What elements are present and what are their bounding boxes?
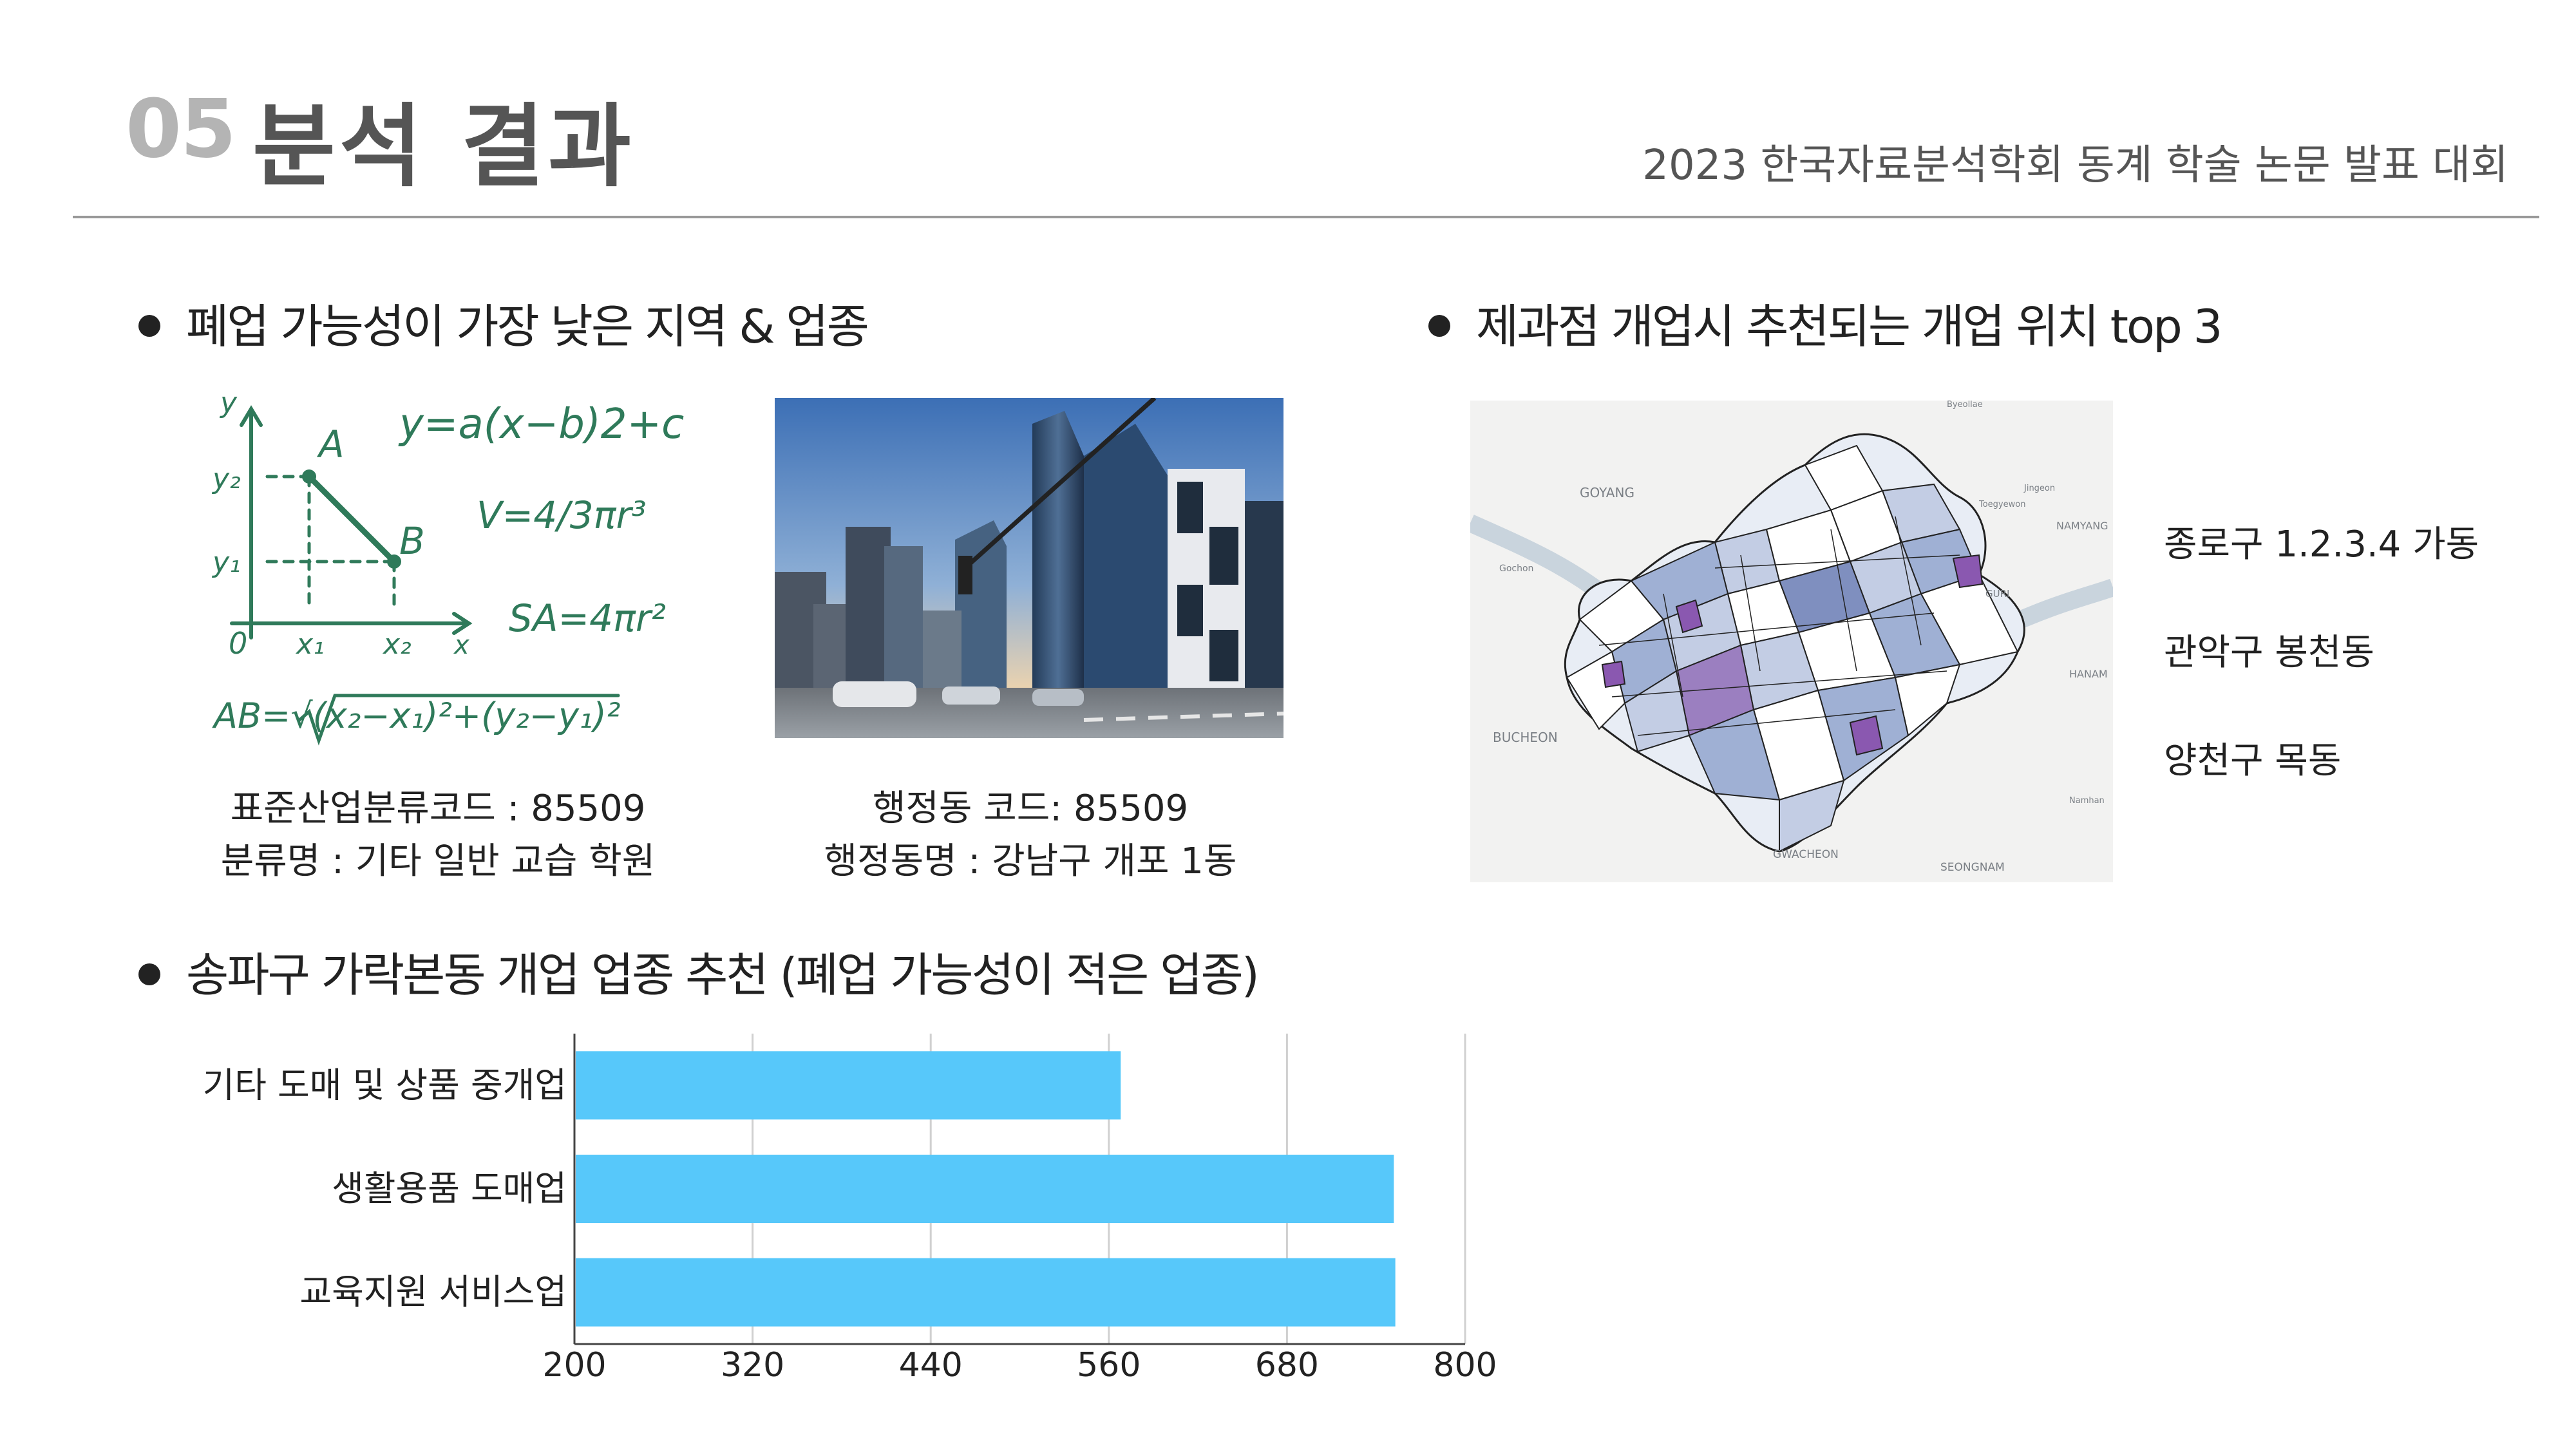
category-label: 기타 도매 및 상품 중개업: [203, 1065, 567, 1105]
map-label-gochon: Gochon: [1499, 564, 1533, 574]
building-photo: [775, 398, 1283, 738]
map-label-hanam: HANAM: [2069, 668, 2108, 680]
industry-name-caption: 분류명 : 기타 일반 교습 학원: [220, 840, 656, 882]
industry-code-caption: 표준산업분류코드 : 85509: [230, 788, 646, 829]
map-label-namyang: NAMYANG: [2056, 520, 2108, 532]
header-divider: [73, 216, 2539, 218]
location-1: 종로구 1.2.3.4 가동: [2164, 524, 2479, 565]
location-2: 관악구 봉천동: [2164, 632, 2374, 674]
x2-label: x₂: [382, 628, 412, 661]
surface-area-formula: SA=4πr²: [509, 596, 666, 640]
category-label: 교육지원 서비스업: [299, 1272, 567, 1312]
volume-formula: V=4/3πr³: [477, 493, 647, 537]
map-label-toegyewon: Toegyewon: [1978, 500, 2025, 509]
point-a-label: A: [316, 422, 345, 466]
section-heading-bakery-location: 제과점 개업시 추천되는 개업 위치 top 3: [1428, 289, 2222, 356]
map-label-bucheon: BUCHEON: [1493, 730, 1558, 745]
map-label-seongnam: SEONGNAM: [1940, 861, 2005, 874]
distance-formula: AB=√(x₂−x₁)²+(y₂−y₁)²: [212, 696, 620, 736]
section-heading-lowest-closure: 폐업 가능성이 가장 낮은 지역 & 업종: [138, 289, 869, 356]
map-label-goyang: GOYANG: [1580, 485, 1634, 500]
x-tick-label: 680: [1255, 1346, 1319, 1385]
x-tick-label: 320: [721, 1346, 784, 1385]
map-label-guri: GURI: [1985, 588, 2009, 600]
map-label-namhan: Namhan: [2069, 796, 2105, 806]
x-tick-label: 440: [899, 1346, 963, 1385]
axis-x-label: x: [453, 630, 469, 660]
seoul-district-map: GOYANG BUCHEON GWACHEON SEONGNAM NAMYANG…: [1470, 401, 2113, 882]
y2-label: y₂: [211, 462, 241, 495]
axis-y-label: y: [219, 393, 238, 419]
admin-name-caption: 행정동명 : 강남구 개포 1동: [824, 840, 1237, 882]
origin-label: 0: [229, 626, 247, 661]
y1-label: y₁: [211, 546, 241, 579]
section-heading-recommended-industry: 송파구 가락본동 개업 업종 추천 (폐업 가능성이 적은 업종): [138, 937, 1260, 1005]
section-heading-text: 송파구 가락본동 개업 업종 추천 (폐업 가능성이 적은 업종): [186, 948, 1260, 1002]
point-b-label: B: [399, 519, 425, 563]
location-3: 양천구 목동: [2164, 740, 2342, 782]
admin-code-caption: 행정동 코드: 85509: [872, 788, 1189, 829]
x-tick-label: 200: [542, 1346, 606, 1385]
map-label-jingeon: Jingeon: [2023, 484, 2055, 493]
map-label-byeollae: Byeollae: [1947, 401, 1983, 410]
bar: [576, 1051, 1121, 1120]
bullet-icon: [138, 315, 160, 337]
map-label-gwacheon: GWACHEON: [1773, 848, 1839, 861]
section-heading-text: 제과점 개업시 추천되는 개업 위치 top 3: [1476, 299, 2222, 354]
bullet-icon: [138, 963, 160, 986]
section-number: 05: [126, 82, 236, 176]
bar: [576, 1258, 1396, 1327]
page-title: 분석 결과: [252, 95, 635, 200]
parabola-formula: y=a(x−b)2+c: [398, 401, 684, 448]
bullet-icon: [1428, 315, 1450, 337]
math-formula-image: y A B y₂ y₁ 0 x₁ x₂ x y=a(x−b)2+c V=4/3π…: [211, 393, 684, 746]
section-heading-text: 폐업 가능성이 가장 낮은 지역 & 업종: [186, 299, 869, 354]
bar: [576, 1154, 1394, 1224]
x-tick-label: 560: [1077, 1346, 1141, 1385]
x1-label: x₁: [295, 628, 325, 661]
conference-name: 2023 한국자료분석학회 동계 학술 논문 발표 대회: [1642, 142, 2508, 189]
category-label: 생활용품 도매업: [332, 1168, 567, 1209]
x-tick-label: 800: [1433, 1346, 1497, 1385]
